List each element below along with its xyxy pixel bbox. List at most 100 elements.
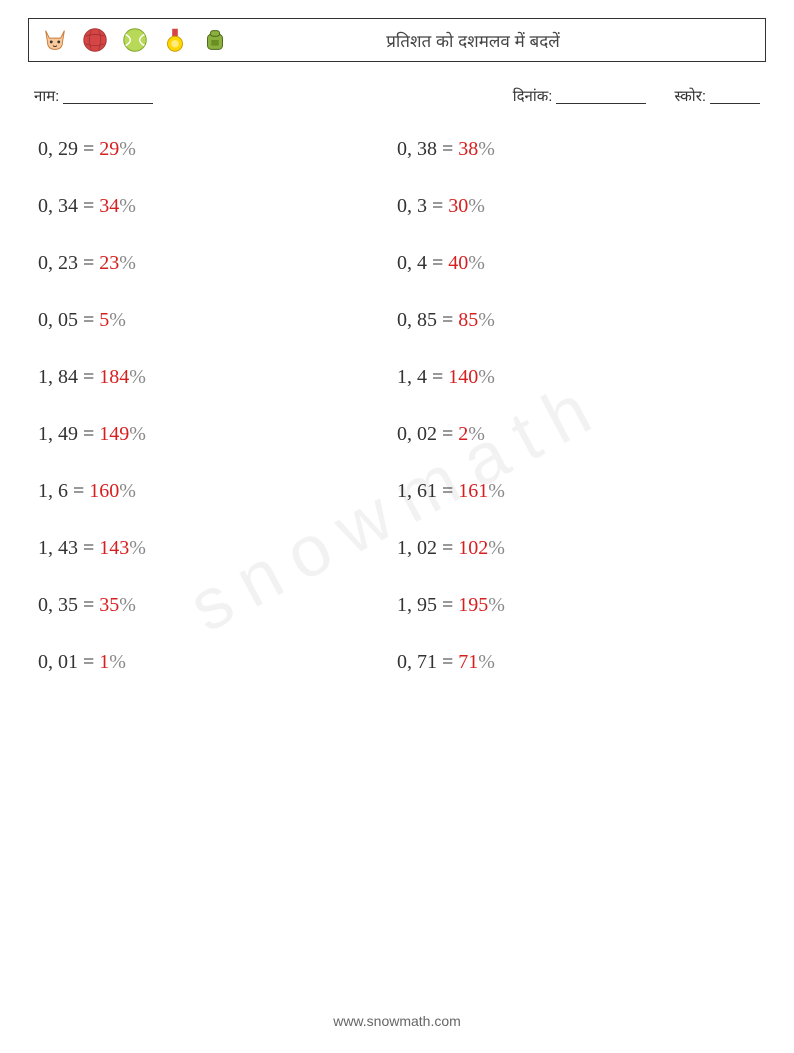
decimal-value: 0, 71 (397, 651, 437, 673)
percent-sign: % (129, 423, 146, 445)
answer-value: 30 (448, 195, 468, 217)
cat-icon (39, 24, 71, 56)
decimal-value: 0, 34 (38, 195, 78, 217)
percent-sign: % (478, 309, 495, 331)
problem-item: 1, 95 = 195% (397, 594, 756, 617)
worksheet-header: प्रतिशत को दशमलव में बदलें (28, 18, 766, 62)
score-label: स्कोर: (674, 88, 706, 105)
score-blank[interactable] (710, 90, 760, 104)
backpack-icon (199, 24, 231, 56)
decimal-value: 0, 23 (38, 252, 78, 274)
date-blank[interactable] (556, 90, 646, 104)
answer-value: 35 (99, 594, 119, 616)
worksheet-title: प्रतिशत को दशमलव में बदलें (231, 29, 755, 52)
decimal-value: 1, 43 (38, 537, 78, 559)
percent-sign: % (119, 138, 136, 160)
decimal-value: 0, 3 (397, 195, 427, 217)
problem-item: 0, 02 = 2% (397, 423, 756, 446)
answer-value: 1 (99, 651, 109, 673)
percent-sign: % (119, 195, 136, 217)
problems-column-right: 0, 38 = 38%0, 3 = 30%0, 4 = 40%0, 85 = 8… (397, 138, 756, 674)
decimal-value: 1, 6 (38, 480, 68, 502)
answer-value: 85 (458, 309, 478, 331)
decimal-value: 0, 01 (38, 651, 78, 673)
name-blank[interactable] (63, 90, 153, 104)
answer-value: 160 (89, 480, 119, 502)
score-field: स्कोर: (674, 86, 760, 106)
percent-sign: % (129, 366, 146, 388)
answer-value: 140 (448, 366, 478, 388)
percent-sign: % (478, 366, 495, 388)
answer-value: 184 (99, 366, 129, 388)
answer-value: 40 (448, 252, 468, 274)
decimal-value: 1, 95 (397, 594, 437, 616)
problem-item: 0, 4 = 40% (397, 252, 756, 275)
problem-item: 0, 05 = 5% (38, 309, 397, 332)
yarn-ball-icon (79, 24, 111, 56)
date-field: दिनांक: (513, 86, 647, 106)
problem-item: 0, 34 = 34% (38, 195, 397, 218)
problem-item: 0, 23 = 23% (38, 252, 397, 275)
problem-item: 0, 71 = 71% (397, 651, 756, 674)
tennis-ball-icon (119, 24, 151, 56)
answer-value: 149 (99, 423, 129, 445)
problems-column-left: 0, 29 = 29% 0, 34 = 34% 0, 23 = 23% 0, 05 =… (38, 138, 397, 674)
answer-value: 38 (458, 138, 478, 160)
decimal-value: 0, 02 (397, 423, 437, 445)
percent-sign: % (488, 480, 505, 502)
answer-value: 195 (458, 594, 488, 616)
percent-sign: % (468, 423, 485, 445)
percent-sign: % (119, 252, 136, 274)
problem-item: 0, 35 = 35% (38, 594, 397, 617)
problems-grid: 0, 29 = 29% 0, 34 = 34% 0, 23 = 23% 0, 05 =… (28, 138, 766, 674)
problem-item: 0, 29 = 29% (38, 138, 397, 161)
decimal-value: 0, 05 (38, 309, 78, 331)
decimal-value: 1, 4 (397, 366, 427, 388)
problem-item: 1, 6 = 160% (38, 480, 397, 503)
decimal-value: 0, 85 (397, 309, 437, 331)
date-label: दिनांक: (513, 88, 553, 105)
decimal-value: 0, 38 (397, 138, 437, 160)
problem-item: 0, 01 = 1% (38, 651, 397, 674)
problem-item: 1, 49 = 149% (38, 423, 397, 446)
problem-item: 1, 4 = 140% (397, 366, 756, 389)
answer-value: 143 (99, 537, 129, 559)
percent-sign: % (478, 651, 495, 673)
name-label: नाम: (34, 88, 59, 105)
medal-icon (159, 24, 191, 56)
decimal-value: 0, 35 (38, 594, 78, 616)
answer-value: 23 (99, 252, 119, 274)
decimal-value: 0, 4 (397, 252, 427, 274)
answer-value: 102 (458, 537, 488, 559)
problem-item: 1, 02 = 102% (397, 537, 756, 560)
answer-value: 34 (99, 195, 119, 217)
percent-sign: % (109, 651, 126, 673)
answer-value: 5 (99, 309, 109, 331)
decimal-value: 1, 49 (38, 423, 78, 445)
percent-sign: % (109, 309, 126, 331)
header-icons (39, 24, 231, 56)
percent-sign: % (468, 252, 485, 274)
answer-value: 2 (458, 423, 468, 445)
decimal-value: 1, 61 (397, 480, 437, 502)
percent-sign: % (488, 537, 505, 559)
name-field: नाम: (34, 86, 513, 106)
problem-item: 1, 61 = 161% (397, 480, 756, 503)
meta-row: नाम: दिनांक: स्कोर: (28, 86, 766, 106)
answer-value: 71 (458, 651, 478, 673)
problem-item: 0, 3 = 30% (397, 195, 756, 218)
decimal-value: 1, 02 (397, 537, 437, 559)
percent-sign: % (468, 195, 485, 217)
percent-sign: % (119, 594, 136, 616)
decimal-value: 1, 84 (38, 366, 78, 388)
footer-url: www.snowmath.com (0, 1013, 794, 1029)
problem-item: 1, 43 = 143% (38, 537, 397, 560)
decimal-value: 0, 29 (38, 138, 78, 160)
problem-item: 0, 85 = 85% (397, 309, 756, 332)
percent-sign: % (129, 537, 146, 559)
percent-sign: % (488, 594, 505, 616)
percent-sign: % (119, 480, 136, 502)
percent-sign: % (478, 138, 495, 160)
answer-value: 29 (99, 138, 119, 160)
problem-item: 1, 84 = 184% (38, 366, 397, 389)
